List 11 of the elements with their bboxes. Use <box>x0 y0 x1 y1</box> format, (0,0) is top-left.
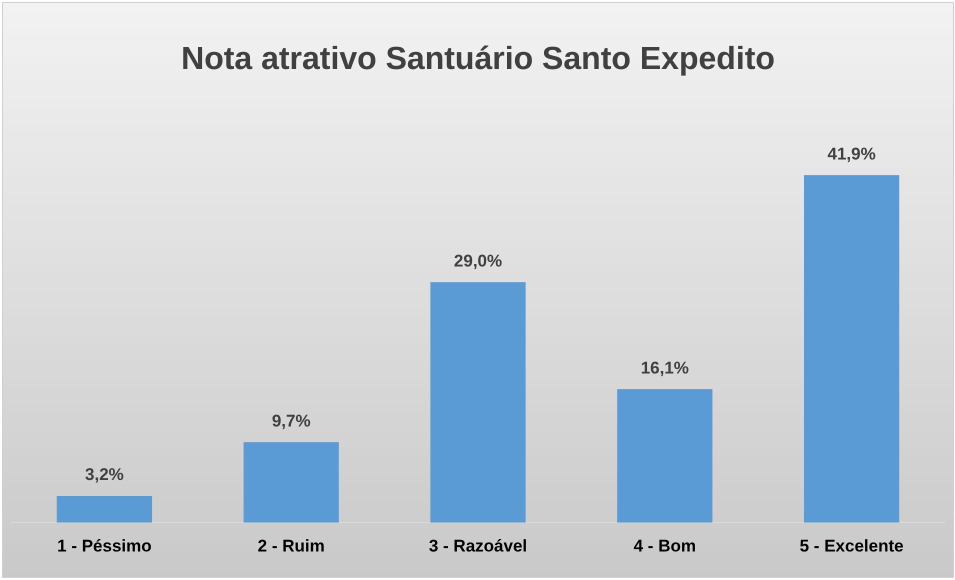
x-tick-label: 4 - Bom <box>634 536 696 556</box>
data-label: 41,9% <box>828 144 876 164</box>
data-label: 16,1% <box>640 358 689 378</box>
x-tick-label: 5 - Excelente <box>800 536 904 556</box>
x-tick-label: 1 - Péssimo <box>57 536 152 556</box>
x-tick-label: 3 - Razoável <box>428 536 528 556</box>
x-tick-label: 2 - Ruim <box>258 536 325 556</box>
chart-title: Nota atrativo Santuário Santo Expedito <box>181 40 775 76</box>
data-label: 9,7% <box>272 411 311 430</box>
data-label: 29,0% <box>454 251 502 270</box>
data-label: 3,2% <box>85 465 124 484</box>
